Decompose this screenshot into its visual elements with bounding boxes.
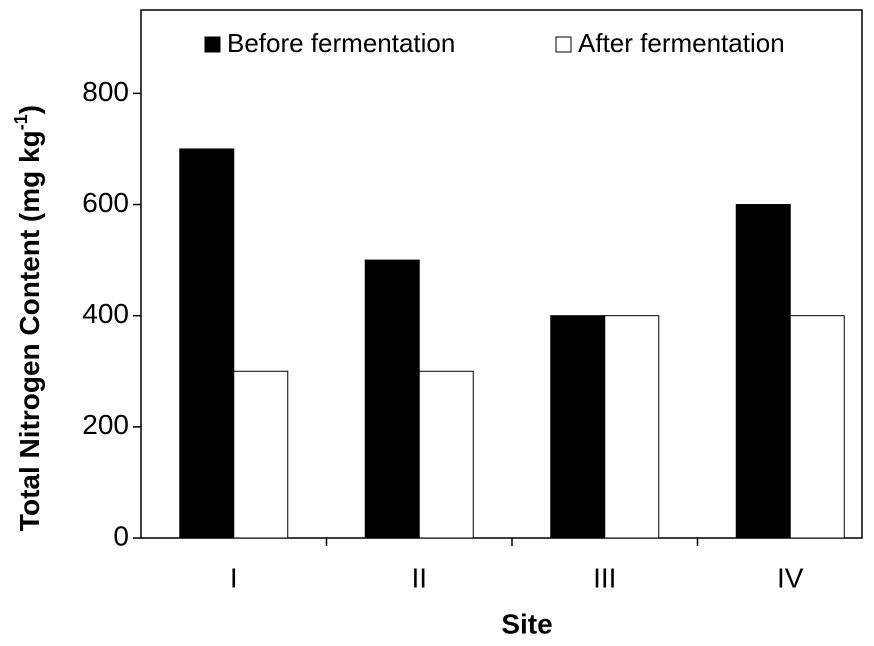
x-tick-label: IV bbox=[777, 562, 804, 593]
y-tick-label: 800 bbox=[82, 76, 129, 107]
y-axis-label-end: ) bbox=[14, 105, 45, 114]
bar bbox=[550, 315, 606, 539]
y-tick-label: 200 bbox=[82, 409, 129, 440]
bar bbox=[789, 315, 845, 539]
legend-swatch bbox=[555, 36, 572, 53]
y-axis-label-main: Total Nitrogen Content (mg kg bbox=[14, 130, 45, 531]
bar bbox=[604, 315, 660, 539]
legend-label: Before fermentation bbox=[227, 28, 455, 58]
y-tick-label: 400 bbox=[82, 298, 129, 329]
x-tick-label: II bbox=[411, 562, 427, 593]
x-axis-label: Site bbox=[501, 608, 552, 639]
y-axis-label-sup: -1 bbox=[11, 114, 31, 130]
y-axis-label: Total Nitrogen Content (mg kg-1) bbox=[11, 105, 46, 531]
legend-label: After fermentation bbox=[578, 28, 785, 58]
bar bbox=[179, 148, 235, 539]
plot-frame bbox=[140, 9, 863, 539]
bar bbox=[233, 370, 289, 539]
x-tick-label: III bbox=[593, 562, 616, 593]
y-tick-label: 600 bbox=[82, 187, 129, 218]
bar bbox=[364, 259, 420, 539]
legend-swatch bbox=[204, 36, 221, 53]
bar bbox=[735, 204, 791, 539]
x-tick-label: I bbox=[230, 562, 238, 593]
bar bbox=[418, 370, 474, 539]
y-tick-label: 0 bbox=[113, 520, 129, 551]
